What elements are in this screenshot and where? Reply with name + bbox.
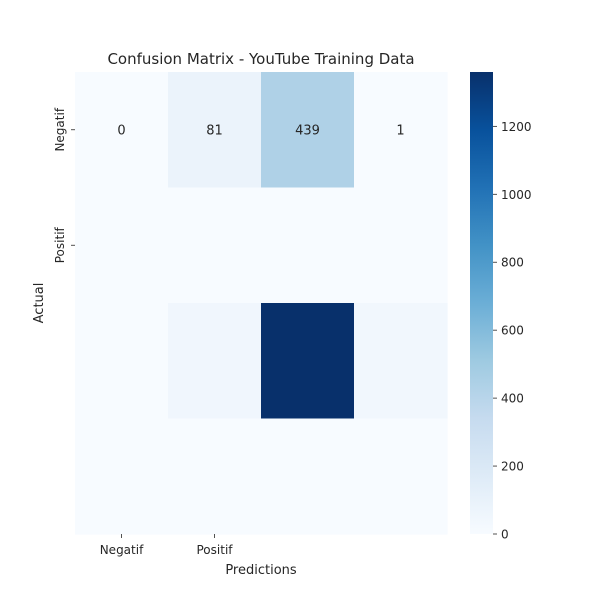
colorbar-tick-label: 1200 <box>501 120 532 134</box>
cell-annotation: 1 <box>396 123 404 138</box>
heatmap-cell <box>354 303 448 420</box>
heatmap-cell <box>75 72 169 189</box>
colorbar-tick-label: 400 <box>501 392 524 406</box>
heatmap-cell <box>261 187 355 304</box>
colorbar-tick-label: 200 <box>501 460 524 474</box>
colorbar-gradient <box>470 72 493 534</box>
x-tick-label: Positif <box>197 543 234 557</box>
cell-annotation: 81 <box>206 123 223 138</box>
y-axis-ticks: Negatif Positif <box>53 107 75 263</box>
colorbar-tick-label: 0 <box>501 528 509 542</box>
heatmap-cell <box>75 303 169 420</box>
heatmap-cell <box>261 418 355 535</box>
colorbar-tick-label: 1000 <box>501 188 532 202</box>
cell-annotation: 0 <box>117 123 125 138</box>
heatmap-cell <box>261 303 355 420</box>
chart-title: Confusion Matrix - YouTube Training Data <box>107 50 414 68</box>
y-axis-label: Actual <box>32 283 47 324</box>
heatmap-annotations: 0 81 439 1 <box>117 123 404 138</box>
heatmap-cell <box>75 418 169 535</box>
y-tick-label: Negatif <box>53 107 67 151</box>
heatmap-cell <box>168 418 262 535</box>
heatmap-cell <box>261 72 355 189</box>
colorbar-tick-label: 800 <box>501 256 524 270</box>
colorbar: 0 200 400 600 800 1000 1200 <box>470 72 532 542</box>
heatmap-cell <box>354 72 448 189</box>
x-axis-label: Predictions <box>225 563 297 578</box>
heatmap-cell <box>168 187 262 304</box>
heatmap-cells <box>75 72 448 535</box>
heatmap-cell <box>168 303 262 420</box>
y-tick-label: Positif <box>53 226 67 263</box>
heatmap-cell <box>168 72 262 189</box>
x-tick-label: Negatif <box>100 543 144 557</box>
cell-annotation: 439 <box>295 123 320 138</box>
colorbar-tick-label: 600 <box>501 324 524 338</box>
heatmap-cell <box>354 187 448 304</box>
heatmap-cell <box>75 187 169 304</box>
x-axis-ticks: Negatif Positif <box>100 534 234 557</box>
heatmap-cell <box>354 418 448 535</box>
